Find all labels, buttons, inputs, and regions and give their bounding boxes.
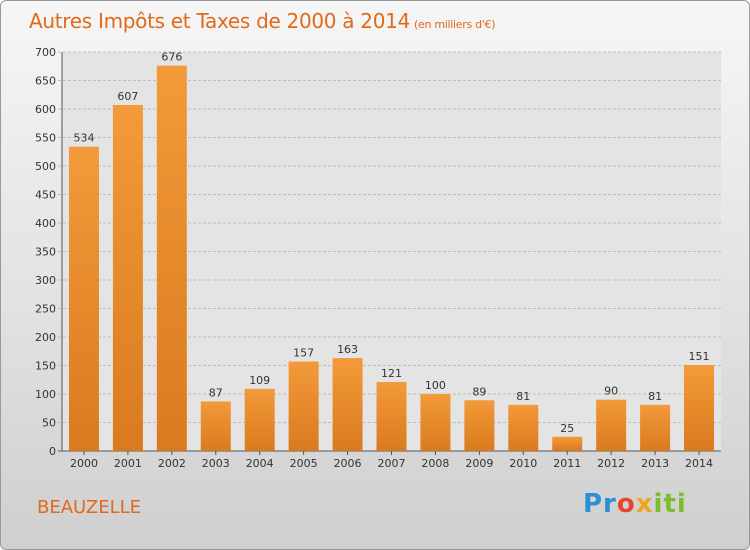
y-tick-label: 100	[35, 388, 56, 401]
data-label-2003: 87	[209, 386, 223, 399]
data-label-2008: 100	[425, 379, 446, 392]
logo-part-2: o	[616, 489, 636, 519]
x-tick-label-2012: 2012	[597, 457, 625, 470]
bar-2010	[508, 404, 539, 451]
x-tick-label-2004: 2004	[246, 457, 274, 470]
bar-2012	[596, 399, 627, 451]
bar-2007	[376, 382, 407, 451]
x-tick-label-2014: 2014	[685, 457, 713, 470]
logo-part-4: iti	[653, 489, 687, 519]
y-tick-label: 0	[49, 445, 56, 458]
data-label-2014: 151	[689, 350, 710, 363]
data-label-2006: 163	[337, 343, 358, 356]
x-tick-label-2002: 2002	[158, 457, 186, 470]
x-tick-label-2007: 2007	[378, 457, 406, 470]
y-tick-label: 50	[42, 417, 56, 430]
y-tick-label: 400	[35, 217, 56, 230]
data-label-2010: 81	[516, 390, 530, 403]
x-tick-label-2010: 2010	[509, 457, 537, 470]
chart-title: Autres Impôts et Taxes de 2000 à 2014 (en…	[29, 9, 495, 33]
bar-2011	[552, 436, 583, 451]
proxiti-logo: Proxiti	[583, 489, 687, 519]
bar-2006	[332, 358, 363, 451]
chart-title-main: Autres Impôts et Taxes de 2000 à 2014	[29, 9, 410, 33]
x-tick-label-2005: 2005	[290, 457, 318, 470]
x-tick-label-2000: 2000	[70, 457, 98, 470]
x-tick-label-2006: 2006	[334, 457, 362, 470]
bar-2003	[200, 401, 231, 451]
data-label-2002: 676	[161, 51, 182, 64]
data-label-2000: 534	[73, 132, 94, 145]
x-tick-label-2001: 2001	[114, 457, 142, 470]
x-tick-label-2013: 2013	[641, 457, 669, 470]
y-tick-label: 450	[35, 189, 56, 202]
y-tick-label: 600	[35, 103, 56, 116]
y-tick-label: 250	[35, 303, 56, 316]
bar-2002	[156, 65, 187, 452]
bar-2014	[684, 364, 715, 451]
data-label-2009: 89	[472, 385, 486, 398]
bar-2008	[420, 394, 451, 451]
x-tick-label-2003: 2003	[202, 457, 230, 470]
commune-name: BEAUZELLE	[37, 497, 142, 518]
x-tick-label-2009: 2009	[465, 457, 493, 470]
chart-title-unit: (en milliers d'€)	[414, 18, 496, 31]
y-tick-label: 650	[35, 75, 56, 88]
data-label-2012: 90	[604, 385, 618, 398]
data-label-2011: 25	[560, 422, 574, 435]
data-label-2005: 157	[293, 347, 314, 360]
data-label-2007: 121	[381, 367, 402, 380]
logo-part-3: x	[635, 489, 654, 519]
y-tick-label: 300	[35, 274, 56, 287]
y-tick-label: 350	[35, 246, 56, 259]
logo-part-1: Pr	[583, 489, 617, 519]
x-tick-label-2008: 2008	[421, 457, 449, 470]
y-tick-label: 550	[35, 132, 56, 145]
data-label-2001: 607	[117, 90, 138, 103]
y-tick-label: 150	[35, 360, 56, 373]
x-tick-label-2011: 2011	[553, 457, 581, 470]
bar-2009	[464, 400, 495, 451]
y-tick-label: 200	[35, 331, 56, 344]
bar-2001	[112, 105, 143, 451]
bar-2005	[288, 361, 319, 451]
bar-2004	[244, 388, 275, 451]
bar-2000	[68, 146, 99, 451]
data-label-2013: 81	[648, 390, 662, 403]
y-tick-label: 500	[35, 160, 56, 173]
bar-2013	[640, 404, 671, 451]
data-label-2004: 109	[249, 374, 270, 387]
y-tick-label: 700	[35, 46, 56, 59]
